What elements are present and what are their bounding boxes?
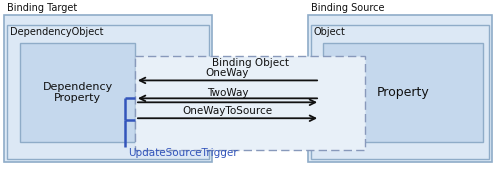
Text: Object: Object (314, 27, 346, 37)
Text: DependencyObject: DependencyObject (10, 27, 104, 37)
Text: TwoWay: TwoWay (207, 88, 248, 98)
Bar (323, 43, 483, 142)
Text: Binding Source: Binding Source (311, 3, 384, 13)
Text: Binding Object: Binding Object (212, 58, 288, 68)
Bar (4, 15, 212, 162)
Text: UpdateSourceTrigger: UpdateSourceTrigger (128, 148, 238, 158)
Bar (20, 43, 135, 142)
Text: Property: Property (376, 86, 430, 99)
Bar (311, 25, 489, 159)
Bar (308, 15, 492, 162)
Text: OneWay: OneWay (206, 68, 249, 78)
Text: Dependency
Property: Dependency Property (42, 82, 112, 103)
Bar (135, 55, 365, 150)
Text: Binding Target: Binding Target (7, 3, 77, 13)
Text: OneWayToSource: OneWayToSource (182, 106, 272, 116)
Bar (7, 25, 209, 159)
